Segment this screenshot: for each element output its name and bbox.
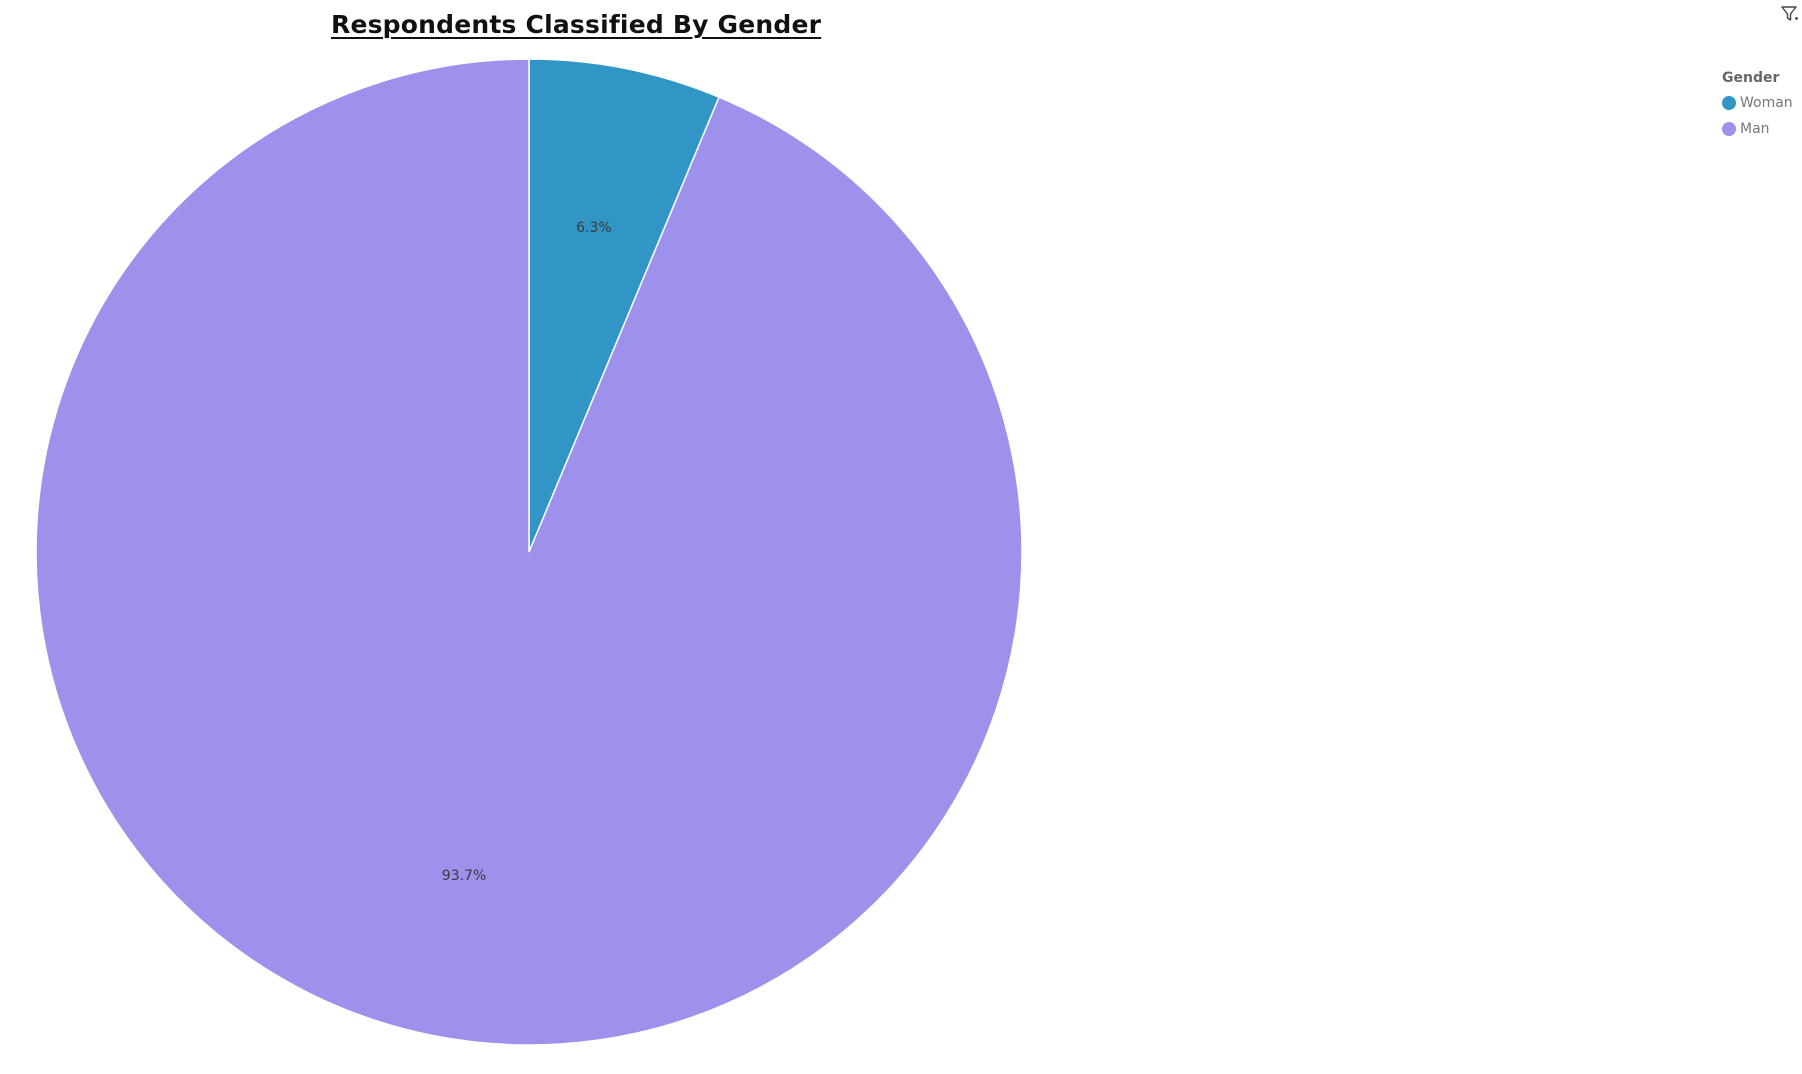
- legend-label-woman: Woman: [1740, 95, 1793, 111]
- pie-slice-man[interactable]: [35, 58, 1023, 1046]
- legend: Gender Woman Man: [1722, 70, 1793, 142]
- pie-chart: 6.3% 93.7%: [35, 58, 1023, 1046]
- filter-icon[interactable]: [1780, 4, 1800, 24]
- slice-label-man: 93.7%: [442, 868, 486, 884]
- legend-item-woman[interactable]: Woman: [1722, 90, 1793, 116]
- chart-title: Respondents Classified By Gender: [331, 10, 822, 39]
- legend-title: Gender: [1722, 70, 1780, 86]
- pie-slice-woman[interactable]: [528, 58, 721, 553]
- slices-layer: [35, 58, 1023, 1046]
- legend-marker-man: [1722, 122, 1736, 136]
- legend-label-man: Man: [1740, 121, 1770, 137]
- labels-layer: 6.3% 93.7%: [442, 220, 612, 884]
- slice-label-woman: 6.3%: [576, 220, 612, 236]
- legend-marker-woman: [1722, 96, 1736, 110]
- legend-item-man[interactable]: Man: [1722, 116, 1793, 142]
